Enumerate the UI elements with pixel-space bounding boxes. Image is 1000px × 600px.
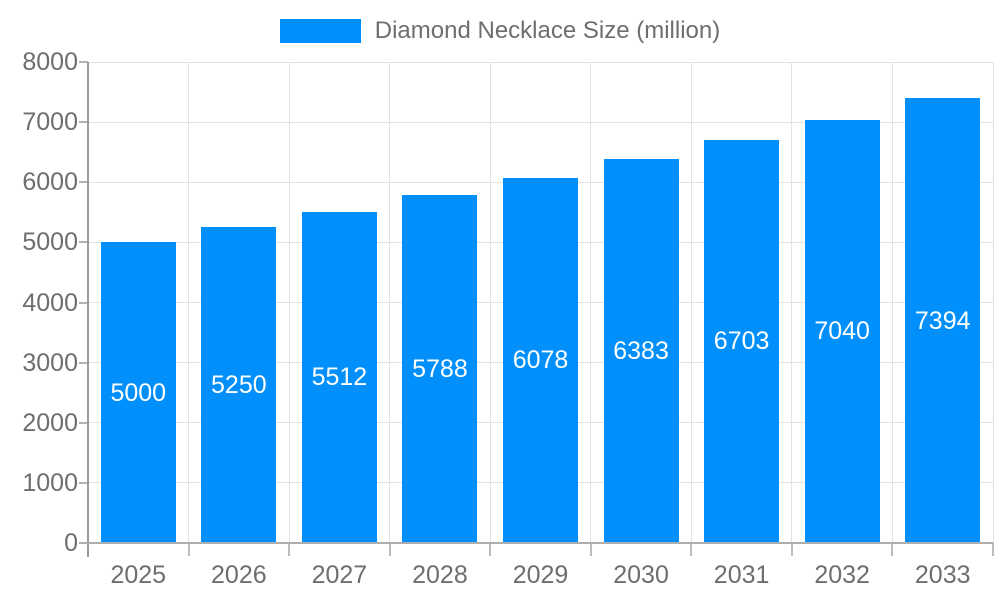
x-axis-label: 2030 <box>613 561 669 589</box>
bar-value-label: 6078 <box>512 346 569 375</box>
y-axis-label: 5000 <box>22 228 78 257</box>
bar-value-label: 7040 <box>814 317 870 346</box>
y-axis-label: 6000 <box>22 168 78 197</box>
bar: 6703 <box>704 139 780 543</box>
x-axis-tick <box>690 543 693 556</box>
bar: 5250 <box>201 227 277 543</box>
y-axis-tick <box>79 181 88 184</box>
y-axis-label: 2000 <box>22 408 78 437</box>
legend: Diamond Necklace Size (million) <box>0 17 1000 45</box>
y-axis-label: 4000 <box>22 288 78 317</box>
y-axis-tick <box>79 481 88 484</box>
x-axis-label: 2032 <box>814 561 870 589</box>
y-axis-tick <box>79 301 88 304</box>
y-axis-tick <box>79 421 88 424</box>
y-axis-label: 3000 <box>22 348 78 377</box>
bar-value-label: 5250 <box>211 371 267 400</box>
bar: 7040 <box>804 119 880 543</box>
v-gridline <box>188 62 190 543</box>
v-gridline <box>891 62 893 543</box>
bar: 5512 <box>301 211 377 543</box>
y-axis-tick <box>79 121 88 124</box>
bar-value-label: 5512 <box>311 363 368 392</box>
x-axis-label: 2031 <box>713 561 770 589</box>
bar: 5000 <box>100 242 176 543</box>
v-gridline <box>288 62 290 543</box>
x-axis-tick <box>891 543 894 556</box>
y-axis-label: 1000 <box>22 468 78 497</box>
legend-swatch-icon <box>279 19 361 43</box>
x-axis-tick <box>992 543 994 556</box>
h-gridline <box>88 121 993 123</box>
x-axis-line <box>79 542 993 544</box>
bar-value-label: 6703 <box>713 327 770 356</box>
bar-value-label: 6383 <box>613 337 669 366</box>
y-axis-tick <box>79 241 88 244</box>
y-axis-line <box>87 62 89 557</box>
bar-value-label: 5788 <box>412 354 468 383</box>
x-axis-tick <box>589 543 592 556</box>
x-axis-label: 2033 <box>914 561 971 589</box>
h-gridline <box>88 61 993 63</box>
x-axis-label: 2028 <box>412 561 468 589</box>
y-axis-tick <box>79 61 88 63</box>
bar: 6383 <box>603 159 679 543</box>
x-axis-tick <box>288 543 291 556</box>
x-axis-tick <box>187 543 190 556</box>
legend-label: Diamond Necklace Size (million) <box>374 17 721 44</box>
v-gridline <box>489 62 491 543</box>
x-axis-tick <box>489 543 492 556</box>
x-axis-label: 2025 <box>110 561 167 589</box>
x-axis-label: 2027 <box>311 561 368 589</box>
v-gridline <box>590 62 592 543</box>
v-gridline <box>690 62 692 543</box>
y-axis-label: 7000 <box>22 108 78 137</box>
bar-value-label: 5000 <box>110 378 167 407</box>
x-axis-tick <box>388 543 391 556</box>
bar: 5788 <box>402 194 478 543</box>
v-gridline <box>791 62 793 543</box>
bar-value-label: 7394 <box>914 306 971 335</box>
x-axis-tick <box>790 543 793 556</box>
x-axis-label: 2029 <box>512 561 569 589</box>
v-gridline <box>389 62 391 543</box>
y-axis-label: 0 <box>64 529 78 557</box>
x-axis-label: 2026 <box>211 561 267 589</box>
v-gridline <box>992 62 994 543</box>
y-axis-tick <box>79 361 88 364</box>
bar: 7394 <box>905 98 981 543</box>
y-axis-label: 8000 <box>22 48 78 76</box>
bar: 6078 <box>503 177 578 543</box>
